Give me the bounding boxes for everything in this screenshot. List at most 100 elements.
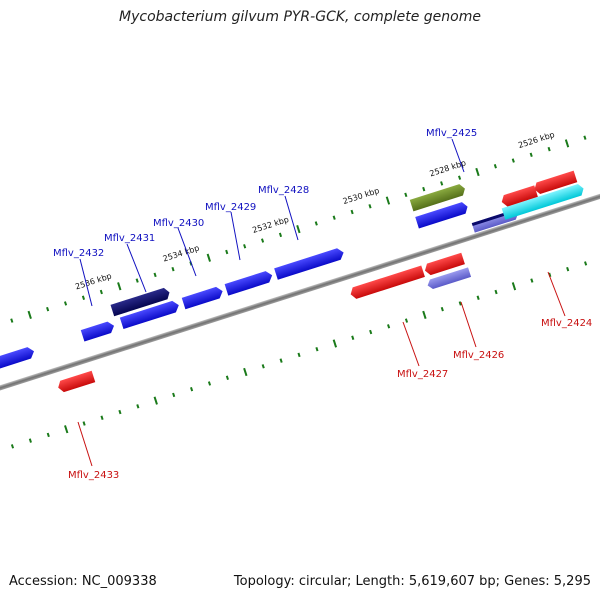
leader-mflv-2430 [177, 227, 197, 277]
major-tick [475, 167, 480, 177]
minor-tick [440, 306, 444, 312]
leader-mflv-2428 [284, 195, 299, 241]
leader-mflv-2429 [230, 211, 241, 261]
label-mflv-2427[interactable]: Mflv_2427 [397, 369, 448, 380]
accession-text: Accession: NC_009338 [9, 574, 157, 589]
gene-forward-cyan[interactable] [501, 183, 586, 220]
major-tick [385, 196, 391, 205]
kbp-label-2532: 2532 kbp [251, 215, 290, 235]
major-tick [296, 225, 301, 234]
label-mflv-2430[interactable]: Mflv_2430 [153, 218, 204, 229]
gene-mflv-2426[interactable] [423, 252, 465, 277]
major-tick [511, 282, 517, 291]
minor-tick [100, 415, 104, 420]
lower-tick-row [10, 261, 588, 449]
minor-tick [135, 278, 139, 283]
minor-tick [279, 358, 283, 363]
major-tick [64, 425, 69, 434]
gene-mflv-2429[interactable] [224, 270, 274, 296]
minor-tick [225, 375, 229, 380]
minor-tick [369, 329, 373, 335]
minor-tick [476, 295, 480, 300]
gene-forward-blue[interactable] [415, 201, 469, 229]
minor-tick [548, 272, 552, 278]
minor-tick [547, 146, 551, 152]
kbp-label-2534: 2534 kbp [162, 243, 201, 263]
label-mflv-2425[interactable]: Mflv_2425 [426, 128, 477, 139]
minor-tick [190, 386, 194, 392]
major-tick [332, 339, 338, 348]
minor-tick [243, 244, 247, 249]
minor-tick [529, 152, 533, 158]
major-tick [206, 253, 211, 262]
leader-mflv-2432 [79, 258, 93, 307]
minor-tick [584, 261, 588, 266]
label-mflv-2428[interactable]: Mflv_2428 [258, 185, 309, 196]
label-mflv-2433[interactable]: Mflv_2433 [68, 470, 119, 481]
kbp-label-2528: 2528 kbp [428, 158, 467, 178]
minor-tick [566, 266, 570, 272]
minor-tick [314, 221, 318, 226]
label-mflv-2424[interactable]: Mflv_2424 [541, 318, 592, 329]
minor-tick [153, 272, 157, 278]
gene-mflv-2427[interactable] [349, 265, 425, 301]
minor-tick [332, 215, 336, 220]
label-mflv-2432[interactable]: Mflv_2432 [53, 248, 104, 259]
minor-tick [10, 318, 14, 323]
minor-tick [63, 301, 68, 306]
leader-mflv-2427 [402, 321, 420, 367]
minor-tick [225, 249, 229, 255]
leader-mflv-2425 [451, 138, 465, 173]
minor-tick [511, 158, 515, 163]
label-mflv-2431[interactable]: Mflv_2431 [104, 233, 155, 244]
label-mflv-2426[interactable]: Mflv_2426 [453, 350, 504, 361]
gene-mflv-2430[interactable] [181, 285, 225, 310]
minor-tick [82, 421, 86, 426]
map-title: Mycobacterium gilvum PYR-GCK, complete g… [119, 9, 481, 25]
minor-tick [261, 364, 265, 369]
major-tick [243, 367, 248, 377]
leader-mflv-2426 [460, 301, 477, 348]
minor-tick [118, 409, 122, 415]
minor-tick [260, 238, 265, 243]
major-tick [27, 310, 32, 319]
minor-tick [46, 432, 50, 438]
minor-tick [10, 444, 15, 449]
minor-tick [494, 289, 498, 295]
minor-tick [351, 335, 355, 340]
gene-forward-left-edge[interactable] [0, 346, 36, 371]
minor-tick [315, 346, 319, 352]
genome-backbone [0, 138, 600, 448]
minor-tick [458, 175, 462, 180]
major-tick [153, 396, 158, 405]
gene-mflv-2426-lavender[interactable] [426, 267, 472, 290]
leader-mflv-2424 [547, 271, 566, 317]
gene-mflv-2424[interactable] [533, 170, 578, 196]
major-tick [117, 282, 122, 291]
gene-mflv-2433[interactable] [56, 370, 96, 394]
minor-tick [28, 438, 32, 443]
minor-tick [440, 181, 444, 186]
kbp-label-2530: 2530 kbp [342, 186, 381, 206]
genome-summary-text: Topology: circular; Length: 5,619,607 bp… [233, 574, 591, 589]
gene-mflv-2432[interactable] [80, 320, 116, 342]
leader-mflv-2431 [126, 243, 147, 293]
gene-mflv-2431[interactable] [119, 299, 181, 330]
minor-tick [278, 232, 283, 238]
minor-tick [422, 186, 426, 192]
major-tick [422, 310, 427, 319]
gene-mflv-2425[interactable] [409, 183, 467, 212]
gene-forward-navy-stripe[interactable] [471, 210, 514, 226]
minor-tick [350, 209, 354, 215]
kbp-label-2536: 2536 kbp [74, 271, 113, 291]
kbp-label-2526: 2526 kbp [517, 130, 556, 150]
minor-tick [297, 352, 301, 358]
minor-tick [583, 135, 587, 140]
label-mflv-2429[interactable]: Mflv_2429 [205, 202, 256, 213]
gene-mflv-2431-navy[interactable] [110, 287, 172, 317]
leader-mflv-2433 [77, 421, 93, 467]
gene-mflv-2428[interactable] [274, 247, 345, 280]
minor-tick [387, 324, 391, 329]
gene-reverse-far-right[interactable] [500, 185, 538, 207]
